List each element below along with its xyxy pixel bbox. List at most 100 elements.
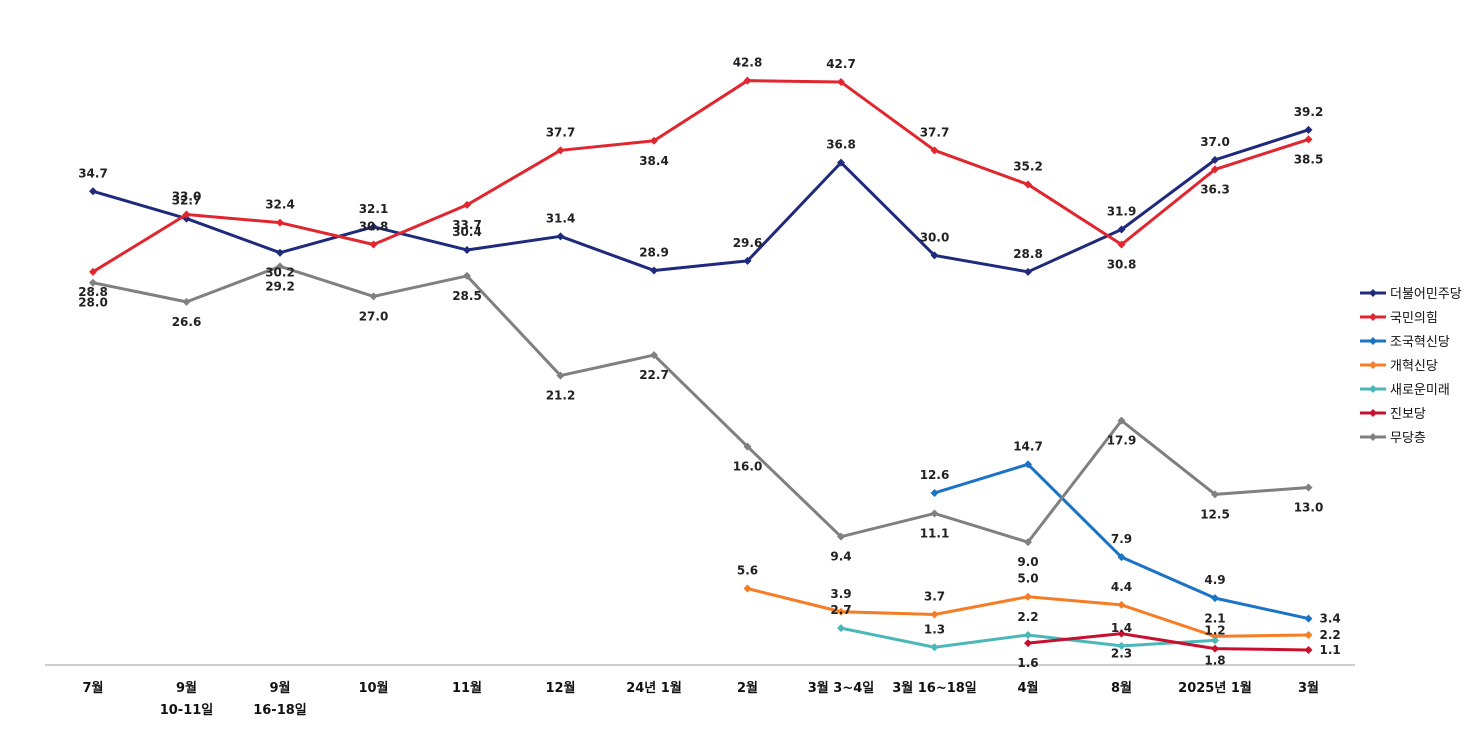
data-label: 5.0 <box>1017 572 1038 586</box>
data-label: 4.4 <box>1111 580 1132 594</box>
data-label: 36.3 <box>1200 182 1230 196</box>
data-label: 27.0 <box>359 309 389 323</box>
legend-marker <box>1369 361 1377 369</box>
data-label: 12.5 <box>1200 507 1230 521</box>
legend-marker <box>1369 385 1377 393</box>
data-point <box>743 256 752 265</box>
data-point <box>1211 165 1219 174</box>
data-label: 32.7 <box>172 194 202 208</box>
x-tick-label: 11월 <box>452 680 482 696</box>
legend-marker <box>1369 409 1377 417</box>
series-line <box>92 264 1309 544</box>
data-point <box>1211 636 1219 645</box>
data-label: 1.4 <box>1111 621 1132 635</box>
x-tick-label: 3월 3~4일 <box>808 680 874 696</box>
data-label: 22.7 <box>639 368 669 382</box>
data-label: 35.2 <box>1013 159 1043 173</box>
data-point <box>1304 135 1313 144</box>
x-tick-label: 16-18일 <box>253 703 307 718</box>
data-label: 26.6 <box>172 315 202 329</box>
data-label: 37.0 <box>1200 135 1230 149</box>
data-label: 1.1 <box>1320 643 1341 657</box>
data-label: 32.4 <box>265 198 295 212</box>
legend-label: 개혁신당 <box>1390 359 1438 374</box>
data-point <box>1304 483 1313 492</box>
data-point <box>1304 614 1313 623</box>
data-point <box>89 278 97 287</box>
legend-marker <box>1369 337 1377 345</box>
data-label: 3.9 <box>830 587 851 601</box>
data-label: 38.5 <box>1294 152 1324 166</box>
data-point <box>1211 632 1219 641</box>
data-label: 9.4 <box>830 550 851 564</box>
data-point <box>556 232 565 241</box>
data-label: 42.8 <box>733 56 763 70</box>
data-label: 30.0 <box>920 230 950 244</box>
x-tick-label: 3월 16~18일 <box>892 680 977 696</box>
data-label: 38.4 <box>639 154 669 168</box>
x-tick-layer: 7월 9월 10-11일 9월 16-18일 10월 11월 12월 24년 1월 2월 3월 3~… <box>82 680 1319 718</box>
data-label: 30.2 <box>265 266 295 280</box>
data-point <box>930 643 939 652</box>
series-1 <box>89 125 1313 276</box>
data-label: 37.7 <box>920 125 950 139</box>
data-point <box>1211 594 1219 603</box>
data-label: 14.7 <box>1013 439 1043 453</box>
data-label: 34.7 <box>78 166 108 180</box>
legend-marker <box>1369 433 1377 441</box>
data-label: 3.7 <box>924 589 945 603</box>
data-point <box>1024 180 1032 189</box>
series-5 <box>837 624 1219 652</box>
data-label: 3.4 <box>1320 612 1341 626</box>
data-point <box>930 509 939 518</box>
data-point <box>89 187 97 196</box>
data-label: 5.6 <box>737 564 758 578</box>
data-point <box>276 218 284 227</box>
series-line <box>92 79 1309 274</box>
data-label: 37.7 <box>546 125 576 139</box>
data-label: 31.9 <box>1107 204 1137 218</box>
data-point <box>1024 592 1032 601</box>
data-label: 28.0 <box>78 296 108 310</box>
data-point <box>650 351 658 360</box>
data-label: 21.2 <box>546 389 576 403</box>
x-tick-label: 24년 1월 <box>626 680 682 696</box>
series-6 <box>1024 629 1313 654</box>
data-point <box>1211 155 1219 164</box>
x-tick-label: 7월 <box>82 680 103 696</box>
data-point <box>1304 630 1313 639</box>
data-point <box>930 610 939 619</box>
series-line <box>1027 632 1309 652</box>
series-layer <box>89 76 1313 654</box>
data-label: 30.4 <box>452 225 482 239</box>
data-label: 13.0 <box>1294 501 1324 515</box>
x-tick-label: 8월 <box>1111 680 1132 696</box>
x-tick-label: 3월 <box>1298 680 1319 696</box>
data-point <box>930 146 939 155</box>
data-point <box>369 222 378 231</box>
data-point <box>1024 267 1032 276</box>
data-label: 30.8 <box>1107 258 1137 272</box>
data-point <box>837 78 845 87</box>
data-label: 1.3 <box>924 622 945 636</box>
data-label: 32.1 <box>359 202 389 216</box>
legend-label: 새로운미래 <box>1390 383 1450 398</box>
data-point <box>837 607 845 616</box>
data-label: 16.0 <box>733 460 763 474</box>
data-label: 12.6 <box>920 468 950 482</box>
legend-marker <box>1369 289 1377 297</box>
data-label: 33.7 <box>452 218 482 232</box>
data-point <box>1024 538 1032 547</box>
data-point <box>650 136 658 145</box>
data-point <box>1117 240 1126 249</box>
x-tick-label: 4월 <box>1017 680 1038 696</box>
x-tick-label: 10-11일 <box>160 703 214 718</box>
data-label: 39.2 <box>1294 105 1324 119</box>
data-point <box>1304 645 1313 654</box>
series-3 <box>930 460 1313 623</box>
data-point <box>182 210 191 219</box>
data-label: 28.5 <box>452 289 482 303</box>
data-point <box>463 245 471 254</box>
